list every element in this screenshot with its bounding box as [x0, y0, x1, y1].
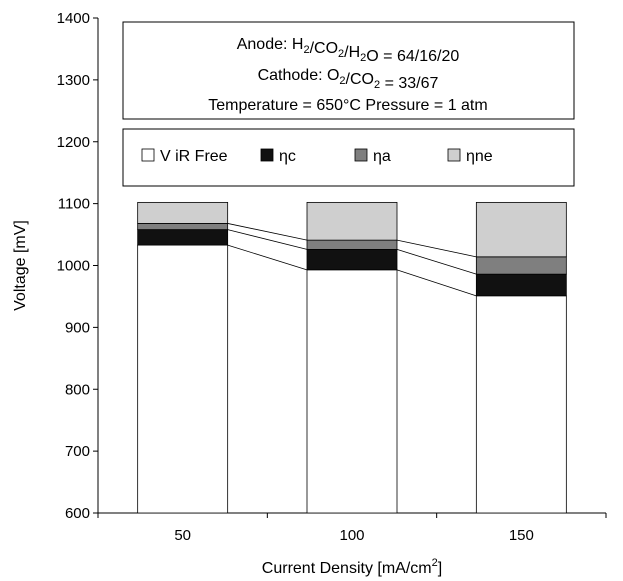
bar-segment-v-ir-free [475, 295, 567, 514]
x-label-suffix: ] [438, 560, 442, 577]
legend-label: ηne [466, 148, 493, 165]
x-tick-label: 150 [509, 527, 534, 544]
x-axis: 50 100 150 [97, 513, 607, 544]
y-tick-label: 1400 [57, 10, 90, 27]
subscript: 2 [360, 52, 366, 64]
bar-segment-ηc [475, 273, 567, 297]
connector-line [396, 269, 477, 297]
legend: V iR Free ηc ηa ηne [122, 128, 575, 187]
bar-segment-ηc [137, 229, 229, 246]
bar-segment-ηc [306, 249, 398, 271]
y-axis-label: Voltage [mV] [12, 220, 29, 311]
bars [137, 201, 567, 514]
legend-label: ηc [279, 148, 296, 165]
connector-line [227, 223, 308, 241]
conditions-line-1: Anode: H2/CO2/H2O = 64/16/20 [237, 36, 460, 65]
x-label-superscript: 2 [432, 557, 438, 569]
y-tick-label: 1100 [58, 196, 90, 213]
bar-segment-ηa [475, 256, 567, 275]
legend-swatch [447, 148, 461, 162]
bar-segment-v-ir-free [306, 269, 398, 514]
bar-segment-ηne [137, 201, 229, 224]
conditions-frame [122, 21, 575, 120]
legend-swatch [260, 148, 274, 162]
conditions-line-3: Temperature = 650°C Pressure = 1 atm [208, 97, 487, 114]
legend-frame [122, 128, 575, 187]
subscript: 2 [338, 48, 344, 60]
y-tick-label: 700 [65, 443, 90, 460]
y-tick-label: 1000 [57, 258, 90, 275]
x-tick-label: 100 [339, 527, 364, 544]
subscript: 2 [374, 79, 380, 91]
connector-line [227, 244, 308, 271]
legend-swatch [354, 148, 368, 162]
legend-swatch [141, 148, 155, 162]
y-tick-label: 1200 [57, 134, 90, 151]
y-axis: 600 700 800 900 1000 1100 1200 1300 1400 [57, 10, 98, 522]
bar-segment-ηa [306, 239, 398, 250]
subscript: 2 [303, 44, 309, 56]
text-run: /CO [310, 40, 338, 57]
text-run: Anode: H [237, 36, 304, 53]
text-run: /H [344, 44, 360, 61]
x-tick-label: 50 [174, 527, 191, 544]
y-tick-label: 600 [65, 505, 90, 522]
x-axis-label: Current Density [mA/cm2] [262, 557, 442, 577]
conditions-line-2: Cathode: O2/CO2 = 33/67 [258, 67, 439, 92]
legend-label: V iR Free [160, 148, 228, 165]
y-tick-label: 1300 [57, 72, 90, 89]
text-run: Cathode: O [258, 67, 340, 84]
bar-segment-v-ir-free [137, 244, 229, 514]
x-label-text: Current Density [mA/cm [262, 560, 432, 577]
connector-lines [227, 223, 477, 297]
y-tick-label: 800 [65, 381, 90, 398]
connector-line [396, 239, 477, 258]
text-run: O = 64/16/20 [366, 48, 459, 65]
text-run: /CO [346, 71, 374, 88]
bar-segment-ηa [137, 223, 229, 231]
bar-segment-ηne [475, 201, 567, 258]
legend-label: ηa [373, 148, 391, 165]
text-run: = 33/67 [380, 75, 438, 92]
subscript: 2 [339, 75, 345, 87]
connector-line [227, 229, 308, 250]
bar-segment-ηne [306, 201, 398, 241]
y-tick-label: 900 [65, 319, 90, 336]
text-run: Temperature = 650°C Pressure = 1 atm [208, 97, 487, 114]
connector-line [396, 249, 477, 275]
